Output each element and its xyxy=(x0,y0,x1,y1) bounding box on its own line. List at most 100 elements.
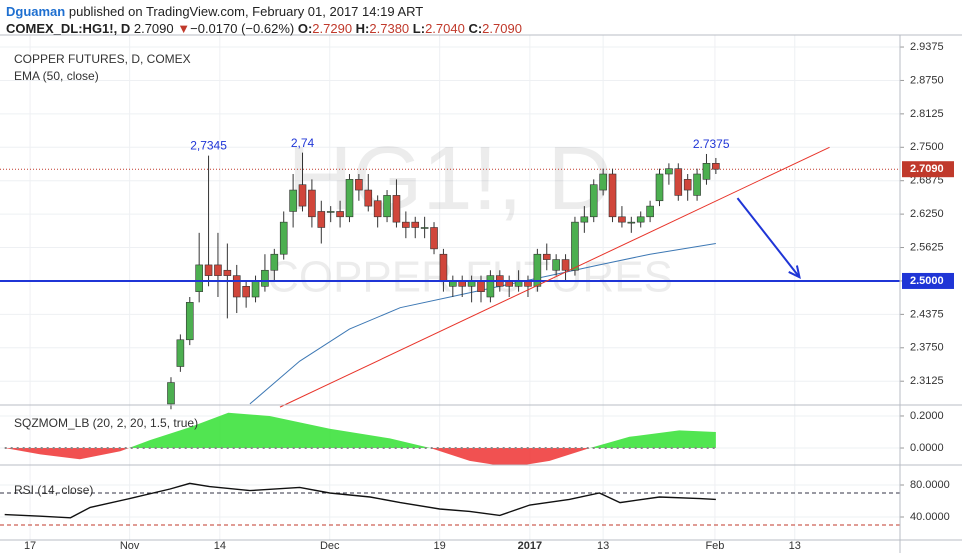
annotation: 2,74 xyxy=(291,136,315,150)
y-tick-label: 2.8750 xyxy=(910,74,944,86)
y-tick-label: 2.5625 xyxy=(910,241,944,253)
arrow: ▼ xyxy=(177,21,191,36)
y-tick-label: 2.6250 xyxy=(910,208,944,220)
annotation: 2,7345 xyxy=(190,139,227,153)
x-tick-label: 13 xyxy=(789,540,801,552)
candle-body xyxy=(477,280,485,292)
h: 2.7380 xyxy=(369,21,410,36)
momentum-area xyxy=(128,412,716,449)
candle-body xyxy=(712,163,720,170)
watermark: COPPER FUTURES xyxy=(267,253,673,302)
candle-body xyxy=(533,253,542,287)
y-tick-label: 0.0000 xyxy=(910,442,944,454)
candle-body xyxy=(345,179,354,218)
change: −0.0170 (−0.62%) xyxy=(190,21,295,36)
candle-body xyxy=(326,211,335,213)
candle-body xyxy=(167,382,175,405)
y-tick-label: 2.7500 xyxy=(910,141,944,153)
published: published on TradingView.com, February 0… xyxy=(68,4,424,19)
candle-body xyxy=(561,259,570,271)
candle-body xyxy=(636,216,645,223)
candle-body xyxy=(693,173,701,196)
y-tick-label: 2.6875 xyxy=(910,175,944,187)
y-tick-label: 2.8125 xyxy=(910,108,944,120)
x-tick-label: 17 xyxy=(24,540,36,552)
candle-body xyxy=(589,184,598,218)
l: 2.7040 xyxy=(425,21,465,36)
candle-body xyxy=(383,195,391,218)
candle-body xyxy=(608,173,617,218)
x-tick-label: Nov xyxy=(120,540,140,552)
trend-line xyxy=(279,146,830,408)
x-tick-label: 13 xyxy=(597,540,609,552)
ema-line xyxy=(249,243,716,405)
candle-body xyxy=(204,264,213,276)
candle-body xyxy=(683,179,692,191)
candle-body xyxy=(646,205,654,218)
candle-body xyxy=(702,163,711,180)
candle-body xyxy=(571,221,579,271)
legend: COPPER FUTURES, D, COMEX xyxy=(14,52,191,66)
candle-body xyxy=(298,184,307,207)
candle-body xyxy=(242,286,250,298)
watermark: HG1!, D xyxy=(287,129,612,229)
legend: EMA (50, close) xyxy=(14,69,99,83)
candle-body xyxy=(289,189,297,212)
candle-body xyxy=(618,216,626,223)
candle-body xyxy=(542,253,551,260)
candle-body xyxy=(270,253,279,271)
price-tag xyxy=(902,161,954,178)
candle-body xyxy=(486,275,495,298)
candle-body xyxy=(261,269,269,287)
y-tick-label: 40.0000 xyxy=(910,511,950,523)
candle-body xyxy=(336,211,344,218)
candle-body xyxy=(223,269,232,276)
candle-body xyxy=(665,168,673,175)
candle-body xyxy=(430,227,438,250)
candle-body xyxy=(392,195,401,223)
candle-body xyxy=(439,253,448,282)
candle-body xyxy=(364,189,373,207)
candle-body xyxy=(185,302,194,341)
candle-body xyxy=(308,189,316,218)
rsi-line xyxy=(4,482,716,519)
y-tick-label: 80.0000 xyxy=(910,479,950,491)
y-tick-label: 2.9375 xyxy=(910,41,944,53)
symbol: COMEX_DL:HG1!, D xyxy=(6,21,131,36)
price-tag-label: 2.7090 xyxy=(910,163,944,175)
o: 2.7290 xyxy=(312,21,353,36)
legend: RSI (14, close) xyxy=(14,483,93,497)
header: Dguaman published on TradingView.com, Fe… xyxy=(6,3,522,37)
x-tick-label: Feb xyxy=(705,540,724,552)
candle-body xyxy=(655,173,664,202)
c: 2.7090 xyxy=(482,21,522,36)
candle-body xyxy=(232,275,241,298)
candle-body xyxy=(373,200,382,218)
o-label: O: xyxy=(297,21,313,36)
candle-body xyxy=(674,168,683,196)
candle-body xyxy=(317,211,326,228)
x-tick-label: 19 xyxy=(434,540,446,552)
candle-body xyxy=(580,216,589,223)
c-label: C: xyxy=(468,21,483,36)
l-label: L: xyxy=(412,21,426,36)
candle-body xyxy=(355,179,363,191)
annotation: 2.7375 xyxy=(693,137,730,151)
last: 2.7090 xyxy=(133,21,174,36)
author[interactable]: Dguaman xyxy=(6,4,66,19)
candle-body xyxy=(599,173,607,191)
candle-body xyxy=(411,221,420,228)
momentum-area xyxy=(4,448,716,465)
h-label: H: xyxy=(355,21,370,36)
arrow xyxy=(736,197,801,278)
candle-body xyxy=(214,264,222,276)
arrow-head xyxy=(788,265,801,280)
y-tick-label: 2.4375 xyxy=(910,308,944,320)
candle-body xyxy=(627,221,636,224)
x-tick-label: Dec xyxy=(320,540,340,552)
y-tick-label: 0.2000 xyxy=(910,410,944,422)
price-tag-label: 2.5000 xyxy=(910,275,944,287)
candle-body xyxy=(402,221,410,228)
